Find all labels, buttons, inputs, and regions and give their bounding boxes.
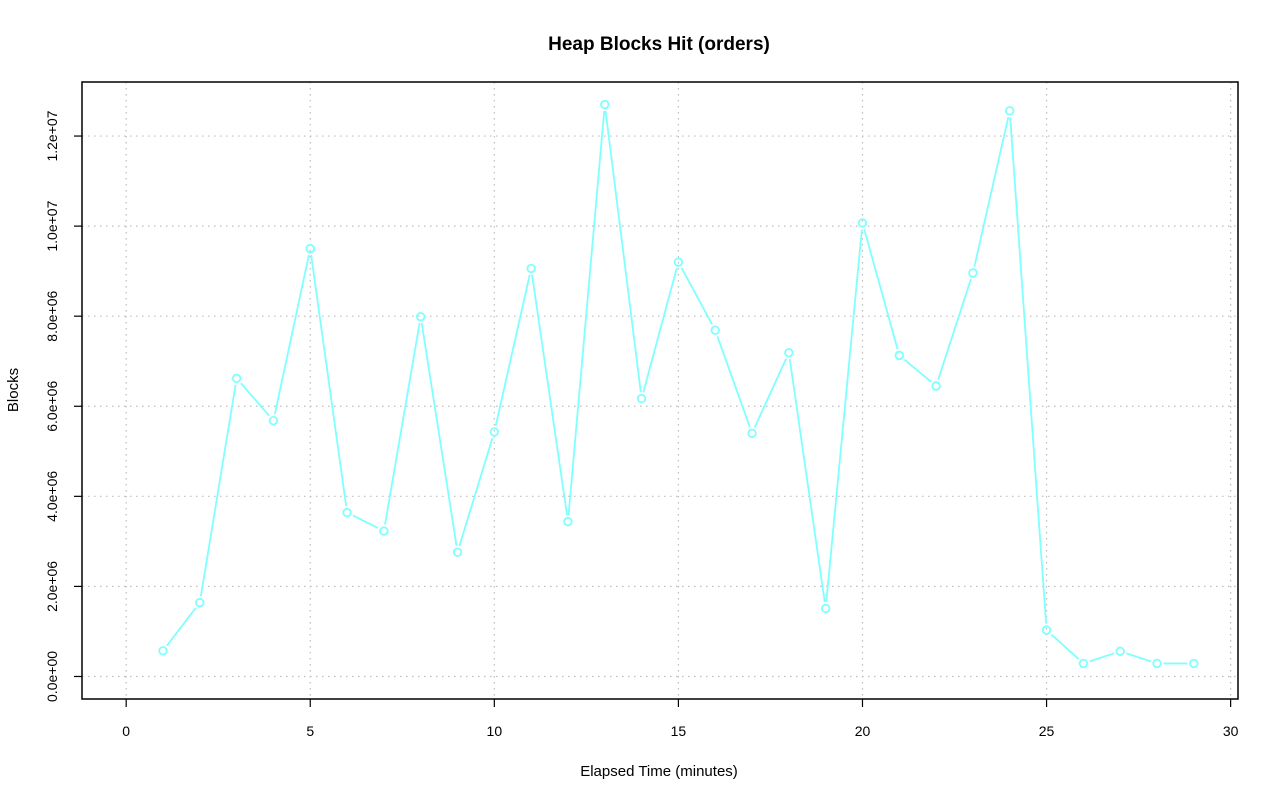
data-point <box>305 243 315 254</box>
series-segment <box>642 268 678 393</box>
series-segment <box>604 110 642 393</box>
series-segment <box>753 358 787 428</box>
series-segment <box>352 514 379 529</box>
y-axis: 0.0e+00 2.0e+06 4.0e+06 6.0e+06 8.0e+06 1.0e+… <box>44 110 82 702</box>
data-point <box>1005 106 1015 116</box>
y-tick-label: 0.0e+00 <box>44 651 60 702</box>
series-segment <box>494 274 531 426</box>
data-point <box>894 350 904 361</box>
series-segment <box>458 437 494 547</box>
x-tick-label: 10 <box>487 723 503 739</box>
series-segment <box>863 228 899 350</box>
series-segment <box>716 335 751 428</box>
data-point <box>1189 658 1199 669</box>
data-point <box>1115 646 1125 656</box>
x-tick-label: 0 <box>122 723 130 739</box>
data-point <box>526 263 536 274</box>
data-point <box>416 311 426 322</box>
data-point <box>231 373 242 384</box>
series-heap-blocks <box>158 99 1199 669</box>
data-point <box>1041 625 1052 635</box>
series-segment <box>680 267 713 325</box>
data-point <box>489 427 500 437</box>
data-point <box>342 507 352 518</box>
data-point <box>1078 658 1089 669</box>
series-segment <box>1050 633 1080 660</box>
data-point <box>268 415 279 426</box>
y-axis-label: Blocks <box>5 368 22 412</box>
data-point <box>452 547 463 557</box>
series-segment <box>1089 652 1115 663</box>
series-segment <box>310 254 348 507</box>
y-tick-label: 1.2e+07 <box>44 110 60 161</box>
x-axis: 0 5 10 15 20 25 30 <box>122 699 1239 739</box>
data-point <box>636 393 647 404</box>
x-tick-label: 15 <box>671 723 687 739</box>
data-point <box>857 218 868 228</box>
series-segment <box>1009 117 1047 624</box>
y-tick-label: 6.0e+06 <box>44 381 60 432</box>
data-point <box>931 381 941 391</box>
series-segment <box>240 382 270 417</box>
data-point <box>379 526 389 536</box>
data-point <box>158 646 168 656</box>
series-segment <box>384 322 421 525</box>
data-point <box>1152 658 1162 669</box>
series-segment <box>199 384 237 597</box>
x-axis-label: Elapsed Time (minutes) <box>580 763 738 780</box>
series-segment <box>903 358 932 383</box>
data-point <box>195 597 205 608</box>
chart-title: Heap Blocks Hit (orders) <box>548 34 770 55</box>
series-segment <box>166 607 197 647</box>
series-segment <box>273 254 310 415</box>
series-segment <box>937 278 972 381</box>
series-segment <box>973 116 1010 267</box>
series-segment <box>420 322 458 546</box>
data-point <box>747 428 757 438</box>
series-segment <box>825 229 863 603</box>
data-point <box>673 257 684 267</box>
data-point <box>820 603 831 614</box>
series-segment <box>567 110 606 516</box>
x-tick-label: 20 <box>855 723 871 739</box>
y-tick-label: 2.0e+06 <box>44 561 60 612</box>
data-point <box>600 99 610 110</box>
series-segment <box>531 274 568 516</box>
plot-frame <box>81 81 1239 700</box>
data-point <box>784 347 794 358</box>
series-segment <box>788 358 826 603</box>
y-tick-label: 1.0e+07 <box>44 200 60 251</box>
data-point <box>968 268 978 278</box>
y-tick-label: 8.0e+06 <box>44 290 60 341</box>
data-point <box>563 516 573 527</box>
y-tick-label: 4.0e+06 <box>44 471 60 522</box>
data-point <box>710 325 720 335</box>
series-segment <box>1126 652 1152 663</box>
x-tick-label: 5 <box>306 723 314 739</box>
grid <box>82 82 1238 699</box>
x-tick-label: 30 <box>1223 723 1239 739</box>
x-tick-label: 25 <box>1039 723 1055 739</box>
